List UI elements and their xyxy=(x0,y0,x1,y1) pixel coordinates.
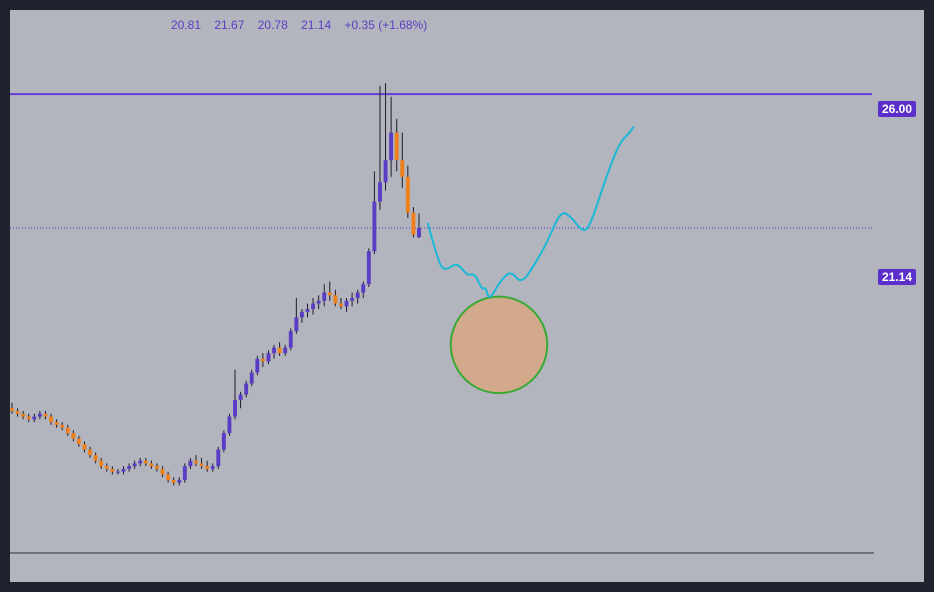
candle-body xyxy=(110,468,115,472)
candle-body xyxy=(355,292,360,299)
candle-body xyxy=(49,416,53,423)
candle-body xyxy=(15,411,20,414)
candle-body xyxy=(71,433,76,439)
candle-body xyxy=(32,416,37,420)
candle-body xyxy=(344,300,349,307)
projection-path xyxy=(427,126,635,298)
candle-body xyxy=(288,331,293,348)
candle-body xyxy=(299,311,304,318)
candle-body xyxy=(400,160,405,177)
candle-body xyxy=(322,292,327,301)
candle-body xyxy=(88,449,93,456)
candle-body xyxy=(372,201,377,252)
candle-body xyxy=(260,358,265,362)
high-value: 21.67 xyxy=(214,18,245,32)
candle-body xyxy=(361,284,366,293)
candle-body xyxy=(121,468,126,472)
candle-body xyxy=(76,438,81,445)
change-value: +0.35 (+1.68%) xyxy=(344,18,428,32)
close-value: 21.14 xyxy=(301,18,332,32)
candle-body xyxy=(238,394,243,401)
candle-body xyxy=(277,347,282,354)
candle-body xyxy=(305,309,310,312)
candle-body xyxy=(366,251,371,285)
candle-body xyxy=(411,212,416,235)
candle-body xyxy=(417,228,421,238)
candle-body xyxy=(311,303,316,310)
candle-body xyxy=(43,413,48,417)
candle-body xyxy=(227,416,232,434)
candle-body xyxy=(143,460,148,464)
candle-body xyxy=(10,408,14,412)
candle-body xyxy=(205,466,210,469)
candle-body xyxy=(294,317,299,332)
candle-body xyxy=(389,132,394,161)
candle-body xyxy=(338,303,343,307)
candle-body xyxy=(405,176,410,213)
candle-body xyxy=(350,298,355,301)
candle-body xyxy=(104,466,109,469)
candle-body xyxy=(255,358,260,373)
candle-body xyxy=(37,413,42,417)
chart-panel[interactable]: 20.81 21.67 20.78 21.14 +0.35 (+1.68%) 2… xyxy=(10,10,924,582)
candle-body xyxy=(60,424,65,428)
candle-body xyxy=(333,295,338,304)
candle-body xyxy=(378,182,382,202)
candle-body xyxy=(210,466,215,469)
candle-body xyxy=(138,460,143,464)
candle-body xyxy=(216,449,221,467)
candle-body xyxy=(244,383,249,395)
candle-body xyxy=(177,479,182,483)
candle-body xyxy=(171,479,176,483)
candle-body xyxy=(99,460,104,467)
candle-body xyxy=(272,347,276,354)
candle-body xyxy=(194,460,198,464)
candle-body xyxy=(383,160,388,183)
candle-body xyxy=(21,413,26,417)
candle-body xyxy=(127,466,132,469)
candle-body xyxy=(266,353,271,362)
candle-body xyxy=(182,466,187,480)
ohlc-legend: 20.81 21.67 20.78 21.14 +0.35 (+1.68%) xyxy=(171,18,437,32)
candle-body xyxy=(115,471,120,473)
candle-body xyxy=(283,347,288,354)
candle-body xyxy=(65,427,70,434)
candle-body xyxy=(82,444,87,450)
candle-body xyxy=(149,463,154,467)
candle-body xyxy=(93,455,98,461)
candle-body xyxy=(327,292,332,296)
candle-body xyxy=(316,300,321,304)
candle-body xyxy=(26,416,31,420)
resistance-price-label: 26.00 xyxy=(877,101,916,117)
target-zone-circle xyxy=(449,295,549,395)
candle-body xyxy=(199,463,204,467)
candle-body xyxy=(249,372,254,384)
candle-body xyxy=(166,474,171,480)
candle-body xyxy=(394,132,399,161)
candle-body xyxy=(160,468,165,475)
candle-body xyxy=(188,460,193,467)
candle-body xyxy=(155,466,159,469)
candle-body xyxy=(132,463,137,467)
low-value: 20.78 xyxy=(257,18,288,32)
price-chart[interactable] xyxy=(10,10,924,582)
current-price-label: 21.14 xyxy=(877,269,916,285)
candle-body xyxy=(233,400,237,417)
candle-body xyxy=(221,433,226,450)
open-value: 20.81 xyxy=(171,18,202,32)
candle-body xyxy=(54,422,59,425)
